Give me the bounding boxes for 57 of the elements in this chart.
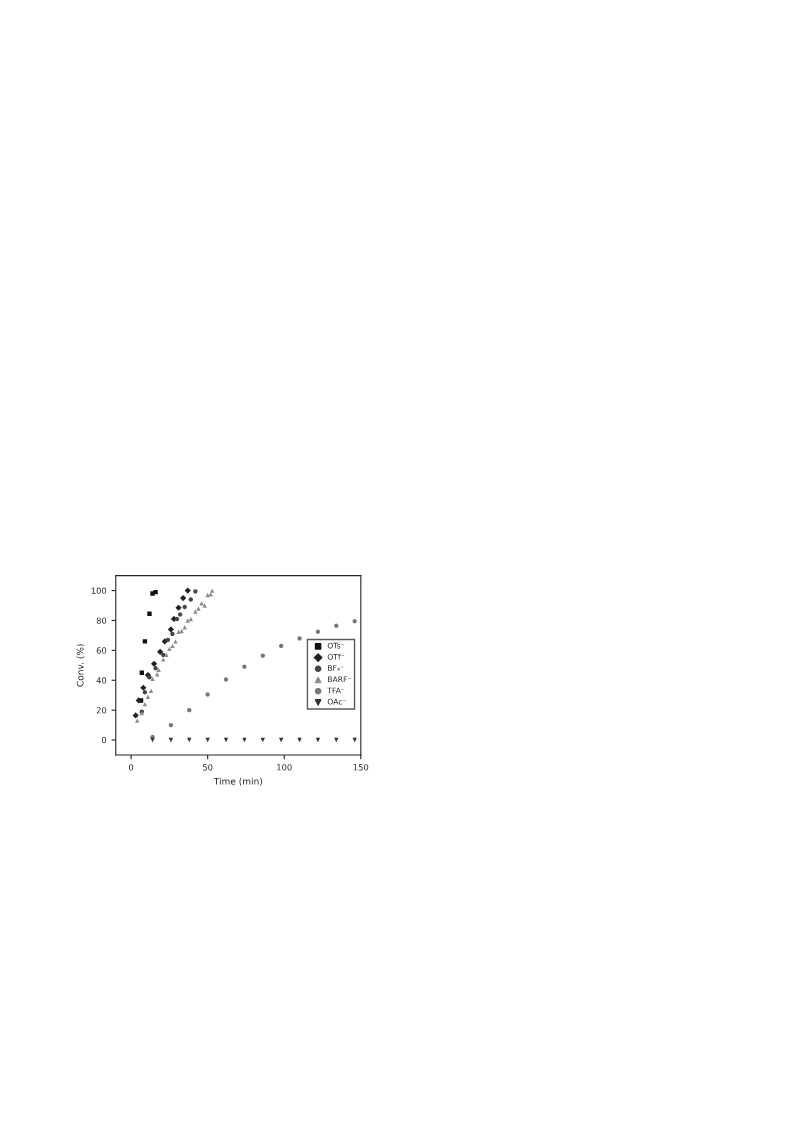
point bbox=[161, 657, 166, 662]
point bbox=[334, 737, 339, 743]
point bbox=[135, 718, 140, 723]
point bbox=[157, 648, 164, 655]
point bbox=[165, 637, 171, 643]
point bbox=[184, 587, 191, 594]
x-tick-label: 0 bbox=[128, 764, 134, 771]
point bbox=[352, 737, 357, 743]
y-axis-title: Conv. (%) bbox=[76, 644, 85, 687]
x-tick-label: 100 bbox=[277, 764, 292, 771]
point bbox=[177, 612, 183, 617]
point bbox=[187, 707, 192, 713]
x-tick-label: 50 bbox=[203, 764, 213, 771]
point bbox=[242, 664, 247, 669]
point bbox=[297, 636, 302, 641]
y-tick-label: 0 bbox=[102, 737, 107, 744]
y-tick-label: 20 bbox=[96, 707, 107, 714]
x-tick-label: 150 bbox=[353, 764, 369, 771]
point bbox=[174, 616, 180, 622]
point bbox=[315, 629, 321, 634]
point bbox=[180, 594, 187, 602]
point bbox=[168, 722, 174, 728]
point bbox=[150, 660, 158, 667]
point bbox=[187, 737, 192, 743]
y-tick-label: 80 bbox=[96, 617, 107, 624]
point bbox=[147, 611, 152, 616]
point bbox=[196, 606, 201, 611]
point bbox=[260, 653, 265, 658]
point bbox=[148, 688, 154, 693]
point bbox=[142, 690, 148, 695]
point bbox=[185, 618, 190, 623]
point bbox=[188, 597, 194, 602]
point bbox=[140, 684, 147, 691]
point bbox=[210, 588, 215, 593]
point bbox=[278, 643, 284, 649]
point bbox=[205, 737, 210, 743]
point bbox=[153, 589, 158, 595]
point bbox=[223, 677, 229, 682]
point bbox=[173, 639, 178, 644]
point bbox=[352, 619, 357, 624]
point bbox=[182, 604, 187, 610]
point bbox=[193, 609, 198, 614]
point bbox=[167, 626, 175, 633]
x-axis-title: Time (min) bbox=[213, 777, 263, 786]
y-tick-label: 40 bbox=[96, 677, 107, 684]
point bbox=[193, 589, 198, 594]
y-tick-label: 60 bbox=[96, 647, 107, 654]
point bbox=[175, 604, 182, 611]
point bbox=[278, 737, 284, 743]
point bbox=[188, 616, 194, 622]
point bbox=[205, 692, 210, 697]
point bbox=[170, 631, 175, 637]
y-tick-label: 100 bbox=[91, 587, 107, 594]
point bbox=[260, 737, 265, 743]
point bbox=[132, 712, 139, 719]
point bbox=[142, 639, 148, 644]
point bbox=[145, 694, 151, 699]
